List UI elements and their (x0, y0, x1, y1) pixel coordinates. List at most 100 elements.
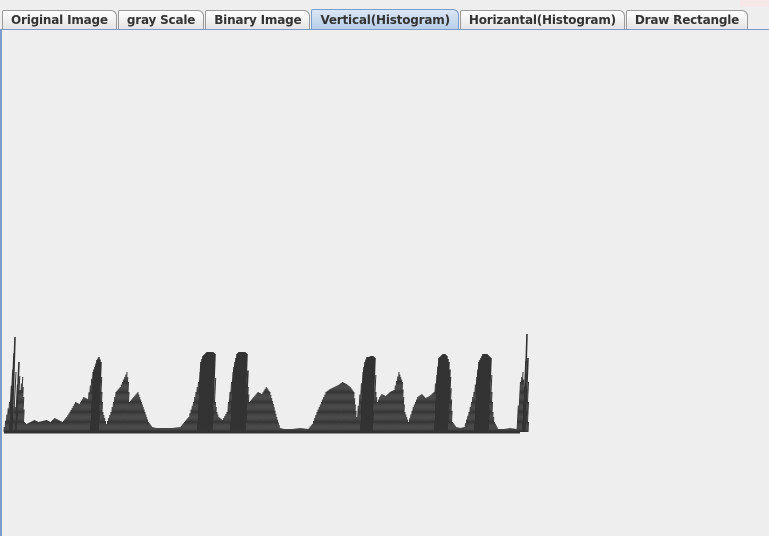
histogram-bar (11, 336, 16, 433)
histogram-bar (405, 416, 408, 433)
histogram-bar (267, 391, 271, 433)
histogram-bar (416, 396, 420, 433)
histogram-bar (381, 394, 385, 433)
histogram-bar (388, 391, 392, 433)
tab-original-image[interactable]: Original Image (2, 10, 117, 29)
histogram-bar (190, 405, 193, 433)
histogram-bar (132, 395, 136, 433)
histogram-bar (198, 358, 203, 433)
histogram-bar (394, 376, 399, 433)
histogram-bar (213, 401, 216, 433)
histogram-bar (272, 407, 275, 433)
histogram-bar (358, 383, 362, 433)
histogram-bar (335, 384, 339, 433)
histogram-bar (339, 381, 343, 433)
histogram-bar (435, 357, 440, 433)
histogram-bar (199, 355, 204, 433)
histogram-bar (356, 405, 359, 433)
histogram-bar (143, 411, 146, 433)
histogram-bar (144, 414, 147, 433)
histogram-bar (271, 403, 274, 433)
histogram-bar (331, 386, 335, 433)
histogram-bar (424, 397, 428, 433)
histogram-bar (471, 391, 475, 433)
histogram-bar (47, 420, 50, 433)
histogram-bar (422, 396, 426, 433)
histogram-bar (22, 409, 25, 433)
histogram-bar (409, 414, 412, 433)
histogram-bar (264, 388, 268, 433)
histogram-bar (517, 381, 521, 433)
histogram-bar (365, 356, 370, 433)
histogram-bar (371, 357, 376, 433)
histogram-bar (236, 351, 241, 433)
histogram-bar (251, 396, 255, 433)
histogram-bar (243, 353, 248, 433)
tab-binary-image[interactable]: Binary Image (205, 10, 311, 29)
histogram-bar (232, 357, 237, 433)
histogram-bar (241, 351, 246, 433)
histogram-bar (208, 351, 213, 433)
histogram-bar (193, 391, 197, 433)
histogram-bar (56, 419, 59, 433)
tab-gray-scale[interactable]: gray Scale (117, 10, 205, 29)
histogram-bar (344, 384, 348, 433)
histogram-bar (7, 401, 10, 433)
histogram-bar (440, 353, 445, 433)
histogram-bar (312, 420, 315, 433)
tab-horizontal-histogram[interactable]: Horizantal(Histogram) (459, 10, 625, 29)
histogram-bar (322, 394, 326, 433)
histogram-bar (387, 391, 391, 433)
histogram-bar (473, 376, 478, 433)
histogram-bar (45, 419, 48, 433)
histogram-bar (419, 393, 423, 433)
histogram-bar (35, 420, 38, 433)
histogram-bar (408, 418, 411, 433)
histogram-bar (122, 374, 127, 433)
histogram-bar (359, 371, 364, 433)
histogram-bar (137, 396, 141, 433)
histogram-bar (470, 396, 474, 433)
histogram-bar (120, 379, 125, 433)
histogram-bar (187, 416, 190, 433)
histogram-bar (68, 411, 71, 433)
histogram-bar (112, 396, 116, 433)
histogram-bar (348, 388, 352, 433)
histogram-bar (265, 389, 269, 433)
histogram-bar (392, 385, 396, 433)
histogram-bar (255, 391, 259, 433)
histogram-bar (36, 421, 39, 433)
histogram-bar (421, 395, 425, 433)
histogram-bar (136, 394, 140, 433)
histogram-bar (134, 393, 138, 433)
histogram-bar (89, 371, 94, 433)
histogram-bar (319, 401, 322, 433)
histogram-bar (406, 419, 409, 433)
histogram-bar (228, 381, 232, 433)
histogram-bar (413, 401, 416, 433)
histogram-bar (200, 354, 205, 433)
histogram-bar (275, 416, 278, 433)
histogram-bar (242, 352, 247, 433)
histogram-bar (84, 398, 88, 433)
histogram-bar (62, 420, 65, 433)
histogram-bar (315, 411, 318, 433)
histogram-bar (229, 371, 234, 433)
histogram-bar (378, 395, 382, 433)
histogram-bar (328, 388, 332, 433)
tab-vertical-histogram[interactable]: Vertical(Histogram) (311, 9, 459, 29)
histogram-bar (99, 391, 103, 433)
histogram-bar (316, 409, 319, 433)
tab-draw-rectangle[interactable]: Draw Rectangle (625, 10, 749, 29)
histogram-bar (40, 421, 43, 433)
histogram-bar (129, 399, 133, 433)
histogram-bar (17, 389, 21, 433)
histogram-bar (111, 401, 114, 433)
histogram-bar (221, 419, 224, 433)
histogram-bar (5, 414, 8, 433)
histogram-bar (83, 397, 87, 433)
histogram-bar (349, 389, 353, 433)
histogram-bar (519, 371, 524, 433)
histogram-bar (386, 392, 390, 433)
histogram-bar (432, 383, 436, 433)
